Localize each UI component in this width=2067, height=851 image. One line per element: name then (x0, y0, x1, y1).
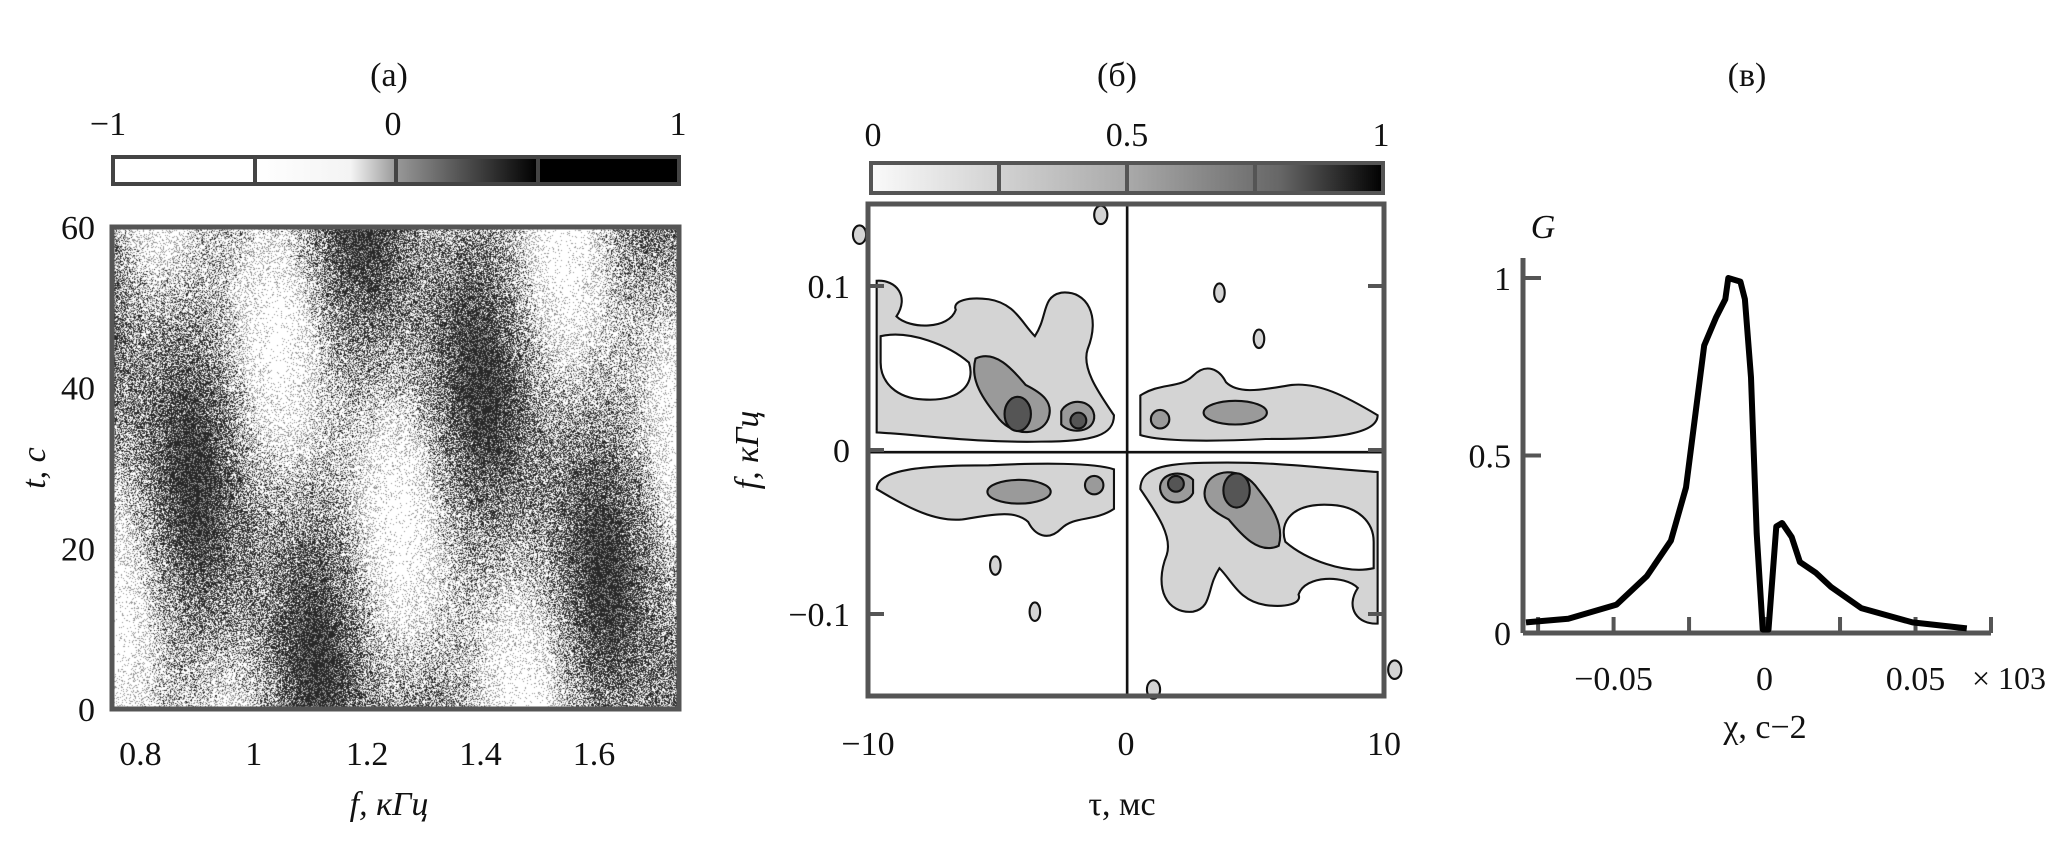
y-tick-label: 1 (1494, 261, 1511, 298)
panel-c-label: (в) (1728, 57, 1767, 94)
panel-a-label: (a) (370, 57, 408, 94)
panel-c-xlabel: χ, с−2 (1722, 709, 1806, 746)
x-tick-label: −0.05 (1574, 661, 1653, 698)
y-tick-label: 0 (833, 433, 850, 470)
x-tick-label: −10 (841, 726, 894, 763)
series-line (1525, 275, 1968, 633)
panel-a-xlabel: f, кГц (350, 786, 429, 823)
colorbar-b-tick: 1 (1373, 117, 1390, 154)
x-tick-label: 0.05 (1886, 661, 1946, 698)
contour-level-3 (1069, 411, 1088, 430)
x-multiplier: × 103 (1972, 660, 2046, 696)
y-tick-label: 0.5 (1469, 439, 1512, 476)
y-tick-label: 0.1 (808, 269, 851, 306)
x-tick-label: 0 (1118, 726, 1135, 763)
contour-level-2 (1202, 399, 1268, 426)
x-tick-label: 10 (1367, 726, 1401, 763)
y-tick-label: 40 (61, 371, 95, 408)
spectrogram-heatmap (112, 227, 679, 709)
y-tick-label: 60 (61, 210, 95, 247)
panel-b-colorbar: 0 0.5 1 (865, 117, 1390, 195)
panel-a-frame (109, 224, 682, 712)
panel-a-colorbar: −1 0 1 (90, 106, 687, 186)
colorbar-a-tick: 1 (670, 106, 687, 143)
y-tick-label: −0.1 (788, 597, 850, 634)
x-tick-label: 1.2 (346, 736, 389, 773)
panel-c-ylabel: G (1531, 209, 1556, 246)
x-tick-label: 1.6 (573, 736, 616, 773)
colorbar-b-tick: 0.5 (1106, 117, 1149, 154)
panel-b-xlabel: τ, мс (1088, 786, 1155, 823)
panel-b-ylabel: f, кГц (729, 411, 766, 490)
x-tick-label: 0 (1756, 661, 1773, 698)
colorbar-b-tick: 0 (865, 117, 882, 154)
contour-hole (879, 333, 972, 401)
y-tick-label: 20 (61, 531, 95, 568)
x-tick-label: 1.4 (459, 736, 502, 773)
panel-b-label: (б) (1097, 57, 1137, 94)
y-tick-label: 0 (1494, 616, 1511, 653)
colorbar-a-tick: −1 (90, 106, 126, 143)
y-tick-label: 0 (78, 692, 95, 729)
x-tick-label: 0.8 (119, 736, 162, 773)
contour-plot (851, 204, 1403, 700)
panel-a-ylabel: t, с (16, 447, 53, 489)
contour-level-2 (1149, 408, 1171, 430)
colorbar-a-tick: 0 (385, 106, 402, 143)
contour-level-3 (1003, 395, 1032, 433)
x-tick-label: 1 (245, 736, 262, 773)
